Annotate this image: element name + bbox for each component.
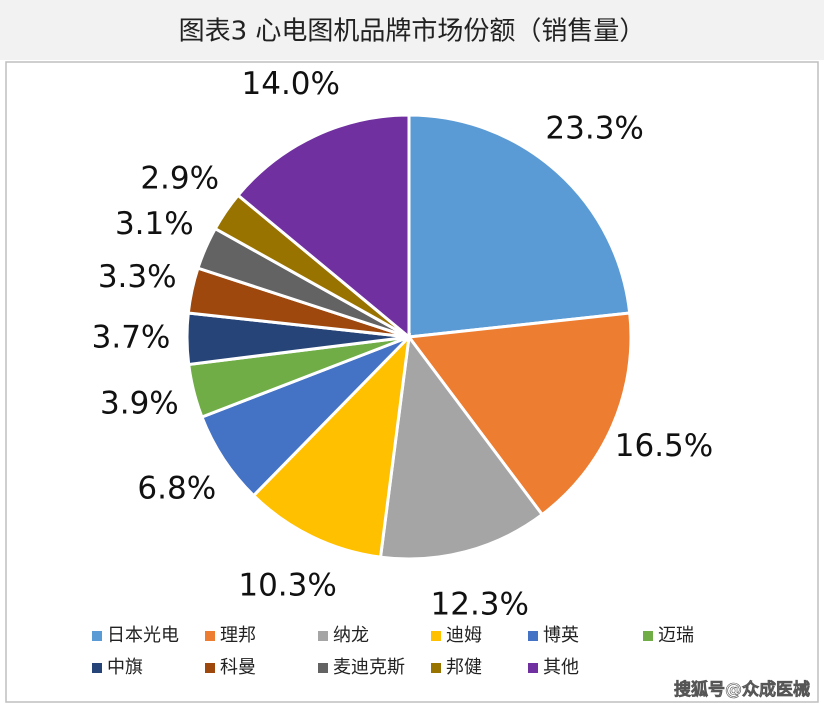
legend-swatch — [318, 631, 328, 641]
legend-label: 纳龙 — [333, 625, 369, 646]
data-label: 16.5% — [615, 428, 713, 464]
chart-title: 图表3 心电图机品牌市场份额（销售量） — [179, 17, 646, 47]
legend-swatch — [318, 663, 328, 673]
legend-swatch — [205, 663, 215, 673]
legend-label: 理邦 — [220, 625, 256, 646]
data-label: 3.7% — [92, 320, 171, 356]
legend-label: 迈瑞 — [658, 625, 694, 646]
legend-label: 科曼 — [220, 657, 256, 678]
legend-swatch — [528, 663, 538, 673]
legend-swatch — [205, 631, 215, 641]
watermark: 搜狐号@众成医械 — [674, 679, 810, 700]
legend-label: 邦健 — [446, 657, 482, 678]
data-label: 23.3% — [545, 111, 643, 147]
legend-label: 其他 — [543, 657, 579, 678]
legend-swatch — [92, 663, 102, 673]
legend-swatch — [92, 631, 102, 641]
pie-slice — [407, 113, 632, 339]
legend-label: 迪姆 — [446, 625, 482, 646]
data-label: 2.9% — [140, 160, 219, 196]
legend-label: 日本光电 — [107, 625, 179, 646]
pie-slice — [406, 311, 633, 517]
title-band — [0, 0, 824, 60]
legend-swatch — [431, 631, 441, 641]
legend-swatch — [431, 663, 441, 673]
pie-slice — [235, 113, 411, 341]
data-label: 12.3% — [431, 586, 529, 622]
data-label: 10.3% — [238, 568, 336, 604]
legend-swatch — [528, 631, 538, 641]
legend-swatch — [643, 631, 653, 641]
pie-slice — [251, 332, 412, 559]
data-label: 3.9% — [100, 385, 179, 421]
data-label: 3.1% — [115, 206, 194, 242]
data-label: 3.3% — [98, 259, 177, 295]
pie-slice — [378, 333, 545, 561]
data-label: 14.0% — [242, 66, 340, 102]
legend-label: 麦迪克斯 — [333, 657, 405, 678]
legend-label: 博英 — [543, 625, 579, 646]
data-label: 6.8% — [137, 470, 216, 506]
legend-label: 中旗 — [107, 657, 143, 678]
